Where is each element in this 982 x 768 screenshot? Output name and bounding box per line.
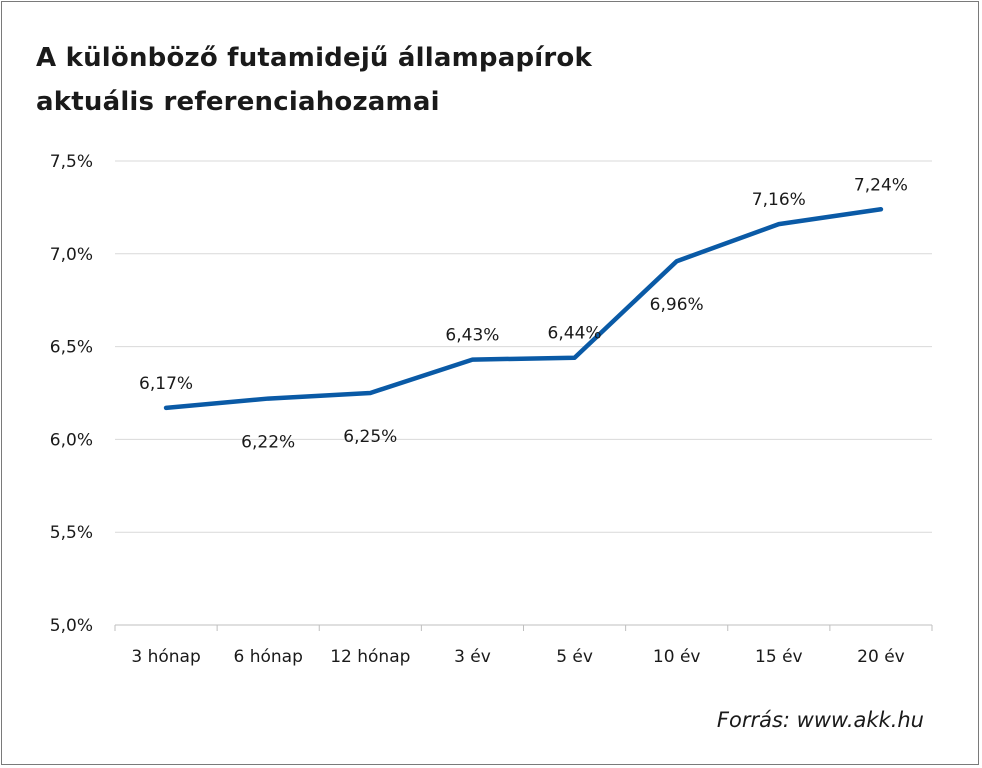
data-label: 6,43% xyxy=(445,326,499,346)
y-tick-label: 6,0% xyxy=(50,430,93,450)
y-tick-label: 6,5% xyxy=(50,338,93,358)
y-tick-label: 5,5% xyxy=(50,523,93,543)
chart-title: A különböző futamidejű állampapírok aktu… xyxy=(36,36,936,124)
data-label: 6,25% xyxy=(343,427,397,447)
data-label: 6,96% xyxy=(650,295,704,315)
chart-title-line-2: aktuális referenciahozamai xyxy=(36,87,440,117)
x-tick-label: 15 év xyxy=(755,647,803,667)
y-tick-label: 7,5% xyxy=(50,152,93,172)
data-label: 7,24% xyxy=(854,175,908,195)
x-tick-label: 10 év xyxy=(653,647,701,667)
x-tick-label: 3 hónap xyxy=(131,647,200,667)
data-label: 7,16% xyxy=(752,190,806,210)
data-label: 6,22% xyxy=(241,433,295,453)
chart-title-line-1: A különböző futamidejű állampapírok xyxy=(36,43,592,73)
data-label: 6,17% xyxy=(139,374,193,394)
x-tick-label: 12 hónap xyxy=(330,647,410,667)
x-tick-label: 3 év xyxy=(454,647,491,667)
series-line xyxy=(163,207,884,411)
y-tick-label: 7,0% xyxy=(50,245,93,265)
source-note: Forrás: www.akk.hu xyxy=(716,708,924,732)
data-label: 6,44% xyxy=(548,324,602,344)
x-tick-label: 20 év xyxy=(857,647,905,667)
y-tick-label: 5,0% xyxy=(50,616,93,636)
x-tick-label: 5 év xyxy=(556,647,593,667)
x-tick-label: 6 hónap xyxy=(233,647,302,667)
